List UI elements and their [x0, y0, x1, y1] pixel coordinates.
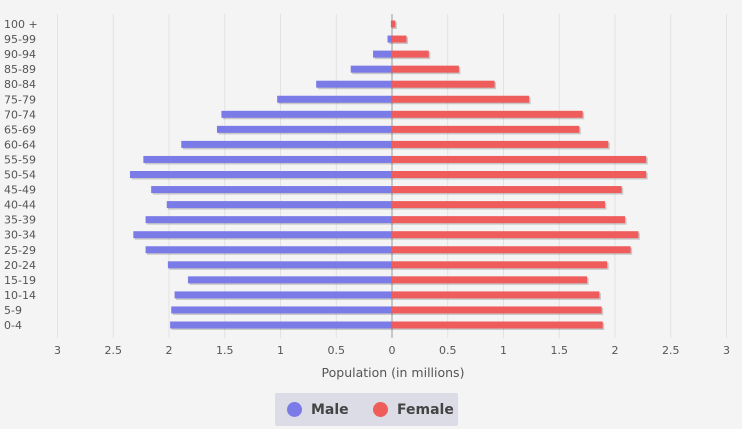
- x-tick-label: 3: [54, 344, 61, 357]
- bar-male-95-99[interactable]: [387, 35, 392, 43]
- legend-female-label: Female: [397, 401, 454, 418]
- x-tick-label: 2: [166, 344, 173, 357]
- y-tick-label: 75-79: [4, 93, 36, 106]
- x-tick-label: 0.5: [328, 344, 346, 357]
- legend-item-male[interactable]: Male: [287, 393, 349, 426]
- bar-male-5-9[interactable]: [171, 306, 392, 314]
- x-axis-tick-labels: 3 2.5 2 1.5 1 0.5 0 0.5 1 1.5 2 2.5 3: [54, 344, 730, 357]
- y-tick-label: 45-49: [4, 184, 36, 197]
- x-tick-label: 1: [500, 344, 507, 357]
- legend-item-female[interactable]: Female: [373, 393, 454, 426]
- x-tick-label: 1.5: [551, 344, 569, 357]
- y-tick-label: 85-89: [4, 63, 36, 76]
- bar-female-10-14[interactable]: [392, 291, 600, 299]
- bar-male-35-39[interactable]: [145, 216, 392, 224]
- bar-female-25-29[interactable]: [392, 246, 631, 254]
- y-tick-label: 10-14: [4, 289, 36, 302]
- bar-male-55-59[interactable]: [143, 155, 392, 163]
- y-tick-label: 15-19: [4, 274, 36, 287]
- bar-female-55-59[interactable]: [392, 155, 647, 163]
- y-tick-label: 70-74: [4, 108, 36, 121]
- bar-male-10-14[interactable]: [174, 291, 392, 299]
- y-tick-label: 40-44: [4, 199, 36, 212]
- bar-female-50-54[interactable]: [392, 171, 647, 178]
- bar-female-30-34[interactable]: [392, 231, 639, 239]
- bar-female-95-99[interactable]: [392, 35, 407, 43]
- y-tick-label: 80-84: [4, 78, 36, 91]
- bar-male-30-34[interactable]: [133, 231, 392, 239]
- bar-female-80-84[interactable]: [392, 80, 495, 88]
- bar-male-80-84[interactable]: [316, 80, 392, 88]
- bar-male-45-49[interactable]: [151, 186, 392, 194]
- bar-female-90-94[interactable]: [392, 50, 429, 58]
- x-tick-label: 2.5: [105, 344, 123, 357]
- bar-male-75-79[interactable]: [277, 95, 392, 103]
- bar-male-25-29[interactable]: [145, 246, 392, 254]
- bar-female-85-89[interactable]: [392, 65, 459, 73]
- bar-female-70-74[interactable]: [392, 110, 583, 118]
- bar-female-45-49[interactable]: [392, 186, 622, 194]
- y-tick-label: 65-69: [4, 123, 36, 136]
- bar-male-15-19[interactable]: [187, 276, 392, 284]
- legend-male-label: Male: [311, 401, 349, 418]
- bar-male-85-89[interactable]: [350, 65, 392, 73]
- y-tick-label: 60-64: [4, 138, 36, 151]
- x-axis-title: Population (in millions): [322, 365, 465, 380]
- bar-female-65-69[interactable]: [392, 125, 580, 133]
- x-tick-label: 2.5: [662, 344, 680, 357]
- bar-female-5-9[interactable]: [392, 306, 602, 314]
- bar-male-70-74[interactable]: [221, 110, 392, 118]
- x-tick-label: 2: [612, 344, 619, 357]
- y-tick-label: 55-59: [4, 153, 36, 166]
- bar-male-0-4[interactable]: [170, 321, 392, 329]
- bar-female-100[interactable]: [392, 20, 396, 28]
- bar-female-40-44[interactable]: [392, 201, 605, 209]
- x-tick-label: 3: [723, 344, 730, 357]
- x-tick-label: 0: [389, 344, 396, 357]
- bar-male-40-44[interactable]: [166, 201, 392, 209]
- bar-female-60-64[interactable]: [392, 140, 609, 148]
- y-tick-label: 95-99: [4, 33, 36, 46]
- y-tick-label: 0-4: [4, 319, 22, 332]
- legend-female-marker: [373, 402, 388, 417]
- y-tick-label: 25-29: [4, 244, 36, 257]
- y-tick-label: 35-39: [4, 214, 36, 227]
- legend-male-marker: [287, 402, 302, 417]
- x-tick-label: 1.5: [216, 344, 234, 357]
- bar-female-15-19[interactable]: [392, 276, 588, 284]
- y-tick-label: 30-34: [4, 229, 36, 242]
- y-tick-label: 5-9: [4, 304, 22, 317]
- bar-female-0-4[interactable]: [392, 321, 603, 329]
- y-axis-labels: 0-4 5-9 10-14 15-19 20-24 25-29 30-34 35-39 40-4…: [4, 18, 38, 332]
- x-tick-label: 0.5: [439, 344, 457, 357]
- y-tick-label: 90-94: [4, 48, 36, 61]
- x-tick-label: 1: [277, 344, 284, 357]
- bar-male-50-54[interactable]: [129, 171, 392, 178]
- y-tick-label: 20-24: [4, 259, 36, 272]
- legend: Male Female: [275, 393, 458, 426]
- bar-male-20-24[interactable]: [167, 261, 392, 269]
- bar-male-65-69[interactable]: [216, 125, 392, 133]
- bar-male-90-94[interactable]: [373, 50, 392, 58]
- y-tick-label: 50-54: [4, 169, 36, 182]
- bar-female-20-24[interactable]: [392, 261, 608, 269]
- bar-male-60-64[interactable]: [181, 140, 392, 148]
- bar-male-100[interactable]: [390, 20, 392, 28]
- y-tick-label: 100 +: [4, 18, 38, 31]
- bars: [129, 20, 648, 330]
- bar-female-75-79[interactable]: [392, 95, 530, 103]
- bar-female-35-39[interactable]: [392, 216, 626, 224]
